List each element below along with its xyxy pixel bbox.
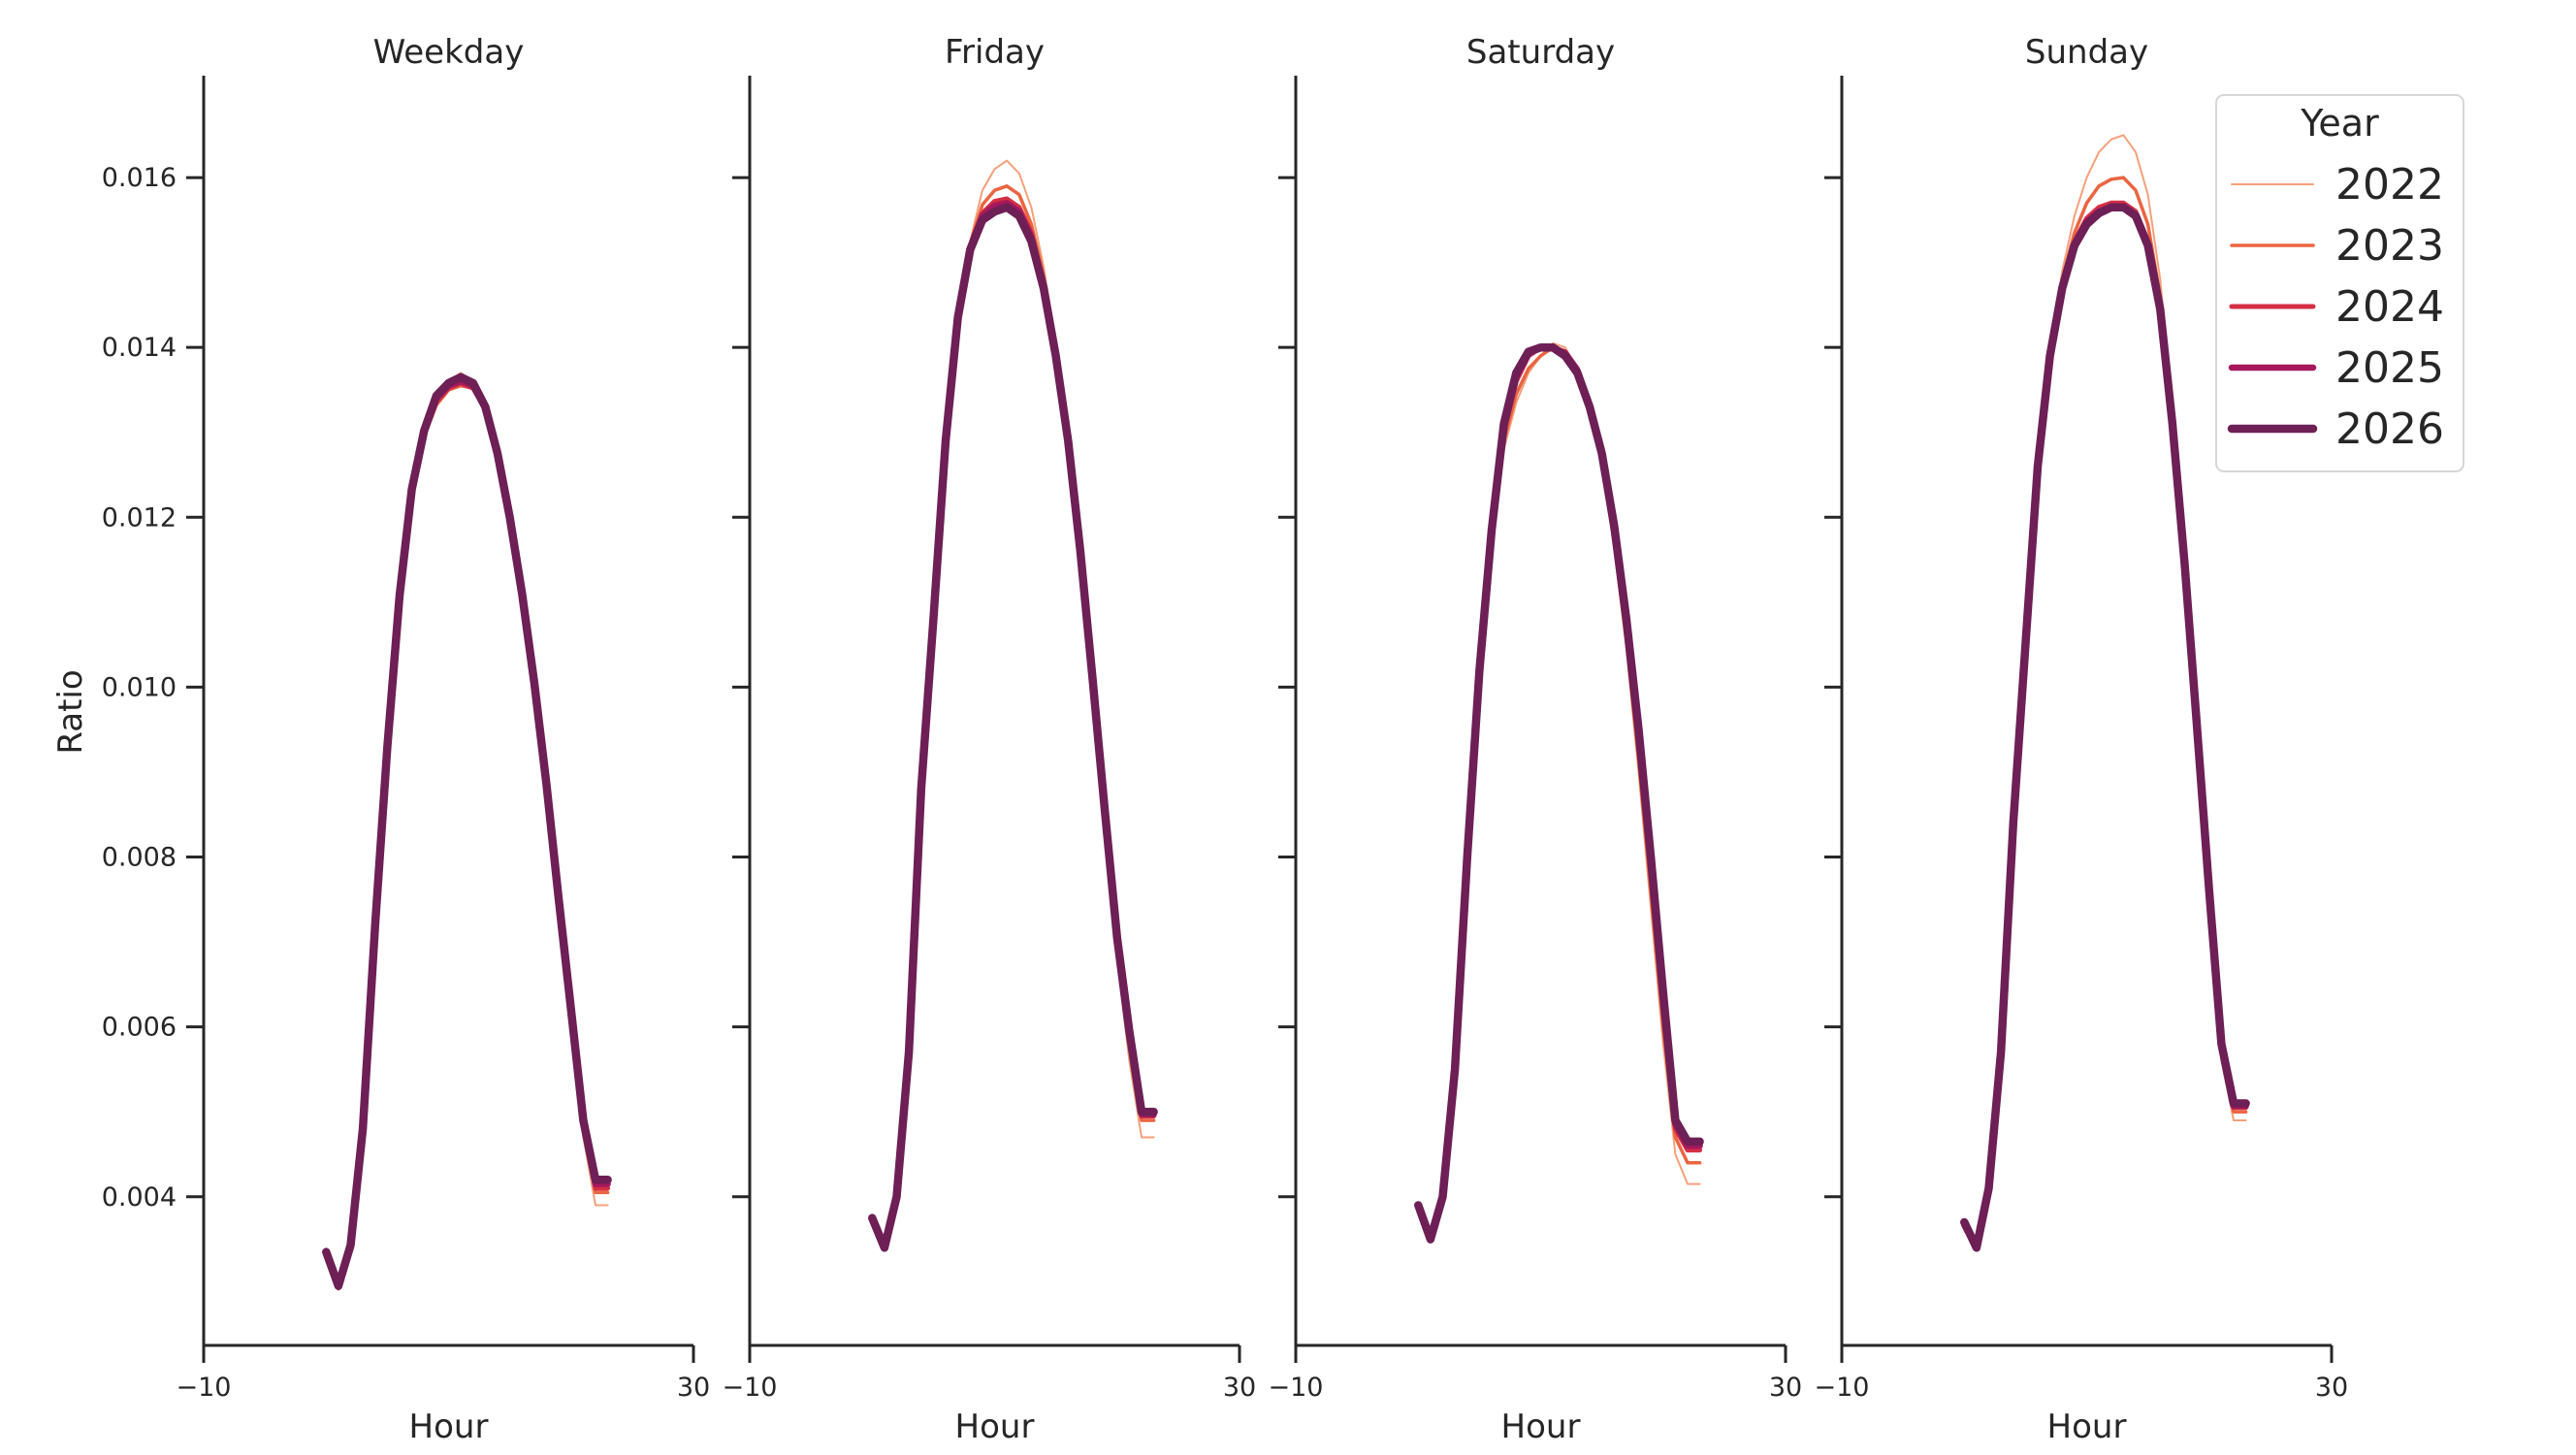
series-line-2026 — [322, 372, 612, 1290]
x-axis-title: Hour — [955, 1407, 1035, 1446]
series-line-2022 — [871, 159, 1155, 1249]
x-axis-title: Hour — [409, 1407, 489, 1446]
x-axis-title: Hour — [2047, 1407, 2127, 1446]
legend-label-2023: 2023 — [2335, 221, 2444, 271]
series-line-2025 — [1961, 204, 2249, 1249]
legend-frame — [2215, 94, 2464, 472]
series-line-2026 — [868, 203, 1158, 1252]
y-tick-label: 0.014 — [102, 333, 177, 363]
series-line-2025 — [323, 377, 611, 1289]
x-tick-label: 30 — [1769, 1373, 1802, 1403]
x-axis-title: Hour — [1501, 1407, 1581, 1446]
series-line-2024 — [1415, 344, 1703, 1243]
series-line-2023 — [324, 383, 610, 1288]
panel-weekday: Weekday 0.004 0.006 0.008 0.010 0.012 0.014 0.0… — [102, 33, 710, 1446]
series-line-2022 — [1963, 134, 2247, 1249]
series-line-2024 — [1961, 200, 2249, 1249]
series-line-2024 — [323, 380, 611, 1289]
x-tick-label: 30 — [2315, 1373, 2348, 1403]
legend-label-2026: 2026 — [2335, 404, 2444, 454]
x-tick-label: 30 — [1223, 1373, 1256, 1403]
y-tick-label: 0.016 — [102, 163, 177, 193]
x-tick-label: −10 — [177, 1373, 232, 1403]
y-tick-label: 0.010 — [102, 672, 177, 702]
series-line-2023 — [870, 184, 1156, 1250]
series-line-2022 — [1417, 341, 1701, 1241]
x-tick-label: −10 — [1269, 1373, 1324, 1403]
y-tick-label: 0.004 — [102, 1182, 177, 1212]
legend-label-2025: 2025 — [2335, 343, 2444, 393]
x-tick-label: 30 — [677, 1373, 710, 1403]
series-line-2025 — [869, 200, 1157, 1251]
y-tick-label: 0.008 — [102, 843, 177, 873]
y-tick-label: 0.012 — [102, 502, 177, 533]
series-line-2023 — [1416, 345, 1702, 1242]
x-tick-label: −10 — [723, 1373, 778, 1403]
panel-sunday: Sunday −10 30 Hour — [1815, 33, 2349, 1446]
series-line-2025 — [1415, 343, 1703, 1243]
series-line-2026 — [1414, 342, 1704, 1244]
series-line-2026 — [1960, 203, 2250, 1252]
chart-panels: Weekday 0.004 0.006 0.008 0.010 0.012 0.014 0.0… — [102, 33, 2348, 1446]
panel-title: Weekday — [373, 33, 525, 72]
panel-title: Friday — [945, 33, 1045, 72]
panel-title: Saturday — [1466, 33, 1615, 72]
panel-saturday: Saturday −10 30 Hour — [1269, 33, 1803, 1446]
x-tick-label: −10 — [1815, 1373, 1870, 1403]
legend-label-2024: 2024 — [2335, 282, 2444, 332]
legend-title: Year — [2300, 102, 2379, 145]
series-line-2022 — [325, 372, 609, 1292]
y-tick-label: 0.006 — [102, 1013, 177, 1043]
panel-friday: Friday −10 30 Hour — [723, 33, 1257, 1446]
legend: Year 2022 2023 2024 2025 2026 — [2215, 94, 2464, 472]
legend-label-2022: 2022 — [2335, 160, 2444, 210]
y-axis-title: Ratio — [51, 669, 90, 754]
series-line-2023 — [1962, 176, 2248, 1248]
panel-title: Sunday — [2025, 33, 2148, 72]
series-line-2024 — [869, 196, 1157, 1250]
